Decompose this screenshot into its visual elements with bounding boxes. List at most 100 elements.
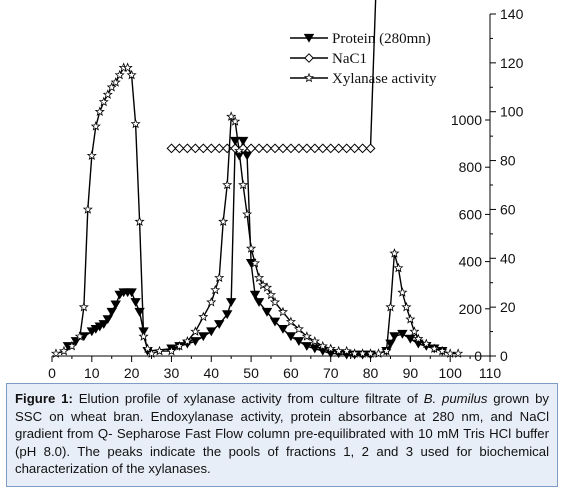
- y-right-inner-tick-label: 400: [459, 254, 483, 270]
- xylanase-marker: [373, 348, 384, 358]
- xylanase-marker: [86, 150, 97, 160]
- protein-marker: [222, 310, 233, 320]
- xylanase-marker: [130, 118, 141, 129]
- xylanase-marker: [333, 345, 344, 356]
- protein-marker: [261, 307, 273, 317]
- xylanase-marker: [409, 326, 420, 336]
- nacl-marker: [325, 143, 336, 154]
- xylanase-marker: [154, 345, 165, 356]
- x-tick-label: 90: [403, 365, 419, 381]
- xylanase-marker: [102, 89, 113, 99]
- nacl-marker: [349, 143, 360, 154]
- nacl-marker: [301, 143, 312, 154]
- protein-marker: [102, 315, 113, 325]
- xylanase-marker: [341, 345, 352, 356]
- y-right-outer-tick-label: 80: [500, 153, 516, 169]
- xylanase-marker: [126, 69, 137, 80]
- xylanase-marker: [66, 340, 77, 351]
- xylanase-marker: [190, 326, 201, 336]
- xylanase-marker: [198, 311, 209, 322]
- x-tick-label: 100: [439, 365, 463, 381]
- nacl-marker: [365, 143, 376, 154]
- series-line: [67, 138, 443, 356]
- protein-marker: [206, 327, 217, 337]
- nacl-marker: [341, 143, 352, 154]
- xylanase-marker: [453, 348, 464, 358]
- nacl-marker: [206, 143, 217, 154]
- protein-marker: [190, 337, 201, 347]
- xylanase-marker: [50, 348, 62, 358]
- y-right-outer-tick-label: 100: [500, 104, 524, 120]
- xylanase-marker: [238, 179, 249, 190]
- protein-marker: [341, 350, 352, 360]
- nacl-marker: [357, 143, 368, 154]
- x-tick-label: 30: [164, 365, 180, 381]
- nacl-marker: [166, 143, 177, 154]
- y-right-outer-tick-label: 120: [500, 55, 524, 71]
- x-tick-label: 80: [363, 365, 379, 381]
- xylanase-marker: [210, 284, 221, 295]
- nacl-marker: [190, 143, 201, 154]
- protein-marker: [225, 298, 237, 307]
- xylanase-marker: [293, 323, 304, 334]
- protein-marker: [241, 151, 253, 161]
- xylanase-marker: [413, 333, 424, 344]
- xylanase-marker: [218, 216, 229, 226]
- xylanase-marker: [242, 208, 253, 219]
- xylanase-marker: [250, 257, 261, 268]
- xylanase-marker: [437, 345, 448, 356]
- caption-text-1: Elution profile of xylanase activity fro…: [72, 391, 424, 406]
- xylanase-marker: [234, 145, 245, 156]
- xylanase-marker: [254, 272, 265, 283]
- xylanase-marker: [214, 272, 225, 283]
- x-tick-label: 10: [84, 365, 100, 381]
- nacl-marker: [262, 143, 272, 154]
- nacl-marker: [254, 143, 264, 154]
- nacl-marker: [246, 143, 256, 154]
- protein-marker: [130, 298, 141, 307]
- x-tick-label: 50: [243, 365, 259, 381]
- xylanase-marker: [309, 336, 320, 346]
- xylanase-marker: [303, 72, 315, 83]
- xylanase-marker: [90, 121, 101, 131]
- y-right-inner-tick-label: 600: [459, 206, 483, 222]
- xylanase-marker: [393, 262, 404, 273]
- caption-species: B. pumilus: [423, 391, 488, 406]
- x-tick-label: 110: [479, 365, 502, 381]
- xylanase-marker: [429, 343, 440, 353]
- xylanase-marker: [269, 296, 281, 307]
- series-1: [62, 136, 448, 360]
- xylanase-marker: [365, 348, 376, 358]
- y-right-outer-tick-label: 60: [500, 201, 516, 217]
- xylanase-marker: [261, 282, 273, 292]
- xylanase-marker: [397, 287, 408, 297]
- x-tick-label: 20: [124, 365, 140, 381]
- xylanase-marker: [226, 111, 237, 121]
- xylanase-marker: [138, 331, 149, 341]
- series-layer: [50, 0, 464, 360]
- xylanase-marker: [349, 348, 360, 358]
- xylanase-marker: [82, 204, 93, 214]
- y-right-inner-tick-label: 200: [459, 301, 483, 317]
- figure-caption: Figure 1: Elution profile of xylanase ac…: [6, 383, 558, 487]
- caption-label: Figure 1:: [15, 391, 73, 406]
- protein-marker: [309, 344, 320, 354]
- xylanase-marker: [277, 306, 288, 317]
- y-right-outer-tick-label: 0: [500, 348, 508, 364]
- xylanase-marker: [381, 345, 392, 356]
- nacl-marker: [198, 143, 209, 154]
- protein-marker: [78, 332, 90, 342]
- protein-marker: [245, 259, 257, 268]
- caption-text-2: grown by SSC on wheat bran. Endoxylanase…: [15, 391, 549, 477]
- xylanase-marker: [301, 331, 312, 341]
- protein-marker: [98, 320, 109, 329]
- legend-label: Protein (280mn): [332, 31, 431, 47]
- protein-marker: [249, 290, 261, 300]
- xylanase-marker: [389, 248, 400, 258]
- legend: Protein (280mn) NaC1 Xylanase activity: [290, 31, 437, 87]
- xylanase-marker: [445, 348, 456, 358]
- x-tick-label: 40: [203, 365, 219, 381]
- nacl-marker: [214, 143, 225, 154]
- nacl-marker: [286, 143, 296, 154]
- xylanase-marker: [357, 348, 368, 358]
